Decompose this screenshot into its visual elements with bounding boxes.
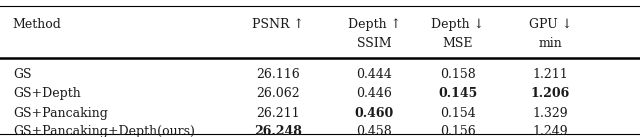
Text: Method: Method — [13, 18, 61, 31]
Text: 0.444: 0.444 — [356, 68, 392, 81]
Text: 0.446: 0.446 — [356, 87, 392, 100]
Text: 1.211: 1.211 — [532, 68, 568, 81]
Text: GS+Pancaking+Depth(ours): GS+Pancaking+Depth(ours) — [13, 125, 195, 137]
Text: 26.248: 26.248 — [255, 125, 302, 137]
Text: 26.062: 26.062 — [257, 87, 300, 100]
Text: GS+Pancaking: GS+Pancaking — [13, 107, 108, 119]
Text: 1.249: 1.249 — [532, 125, 568, 137]
Text: 0.154: 0.154 — [440, 107, 476, 119]
Text: GPU ↓: GPU ↓ — [529, 18, 572, 31]
Text: 0.458: 0.458 — [356, 125, 392, 137]
Text: 26.116: 26.116 — [257, 68, 300, 81]
Text: 0.145: 0.145 — [438, 87, 477, 100]
Text: MSE: MSE — [442, 37, 473, 50]
Text: GS: GS — [13, 68, 31, 81]
Text: 0.158: 0.158 — [440, 68, 476, 81]
Text: Depth ↑: Depth ↑ — [348, 18, 401, 31]
Text: 1.206: 1.206 — [531, 87, 570, 100]
Text: GS+Depth: GS+Depth — [13, 87, 81, 100]
Text: 0.156: 0.156 — [440, 125, 476, 137]
Text: 1.329: 1.329 — [532, 107, 568, 119]
Text: min: min — [538, 37, 563, 50]
Text: 26.211: 26.211 — [257, 107, 300, 119]
Text: Depth ↓: Depth ↓ — [431, 18, 484, 31]
Text: 0.460: 0.460 — [355, 107, 394, 119]
Text: PSNR ↑: PSNR ↑ — [252, 18, 305, 31]
Text: SSIM: SSIM — [357, 37, 392, 50]
